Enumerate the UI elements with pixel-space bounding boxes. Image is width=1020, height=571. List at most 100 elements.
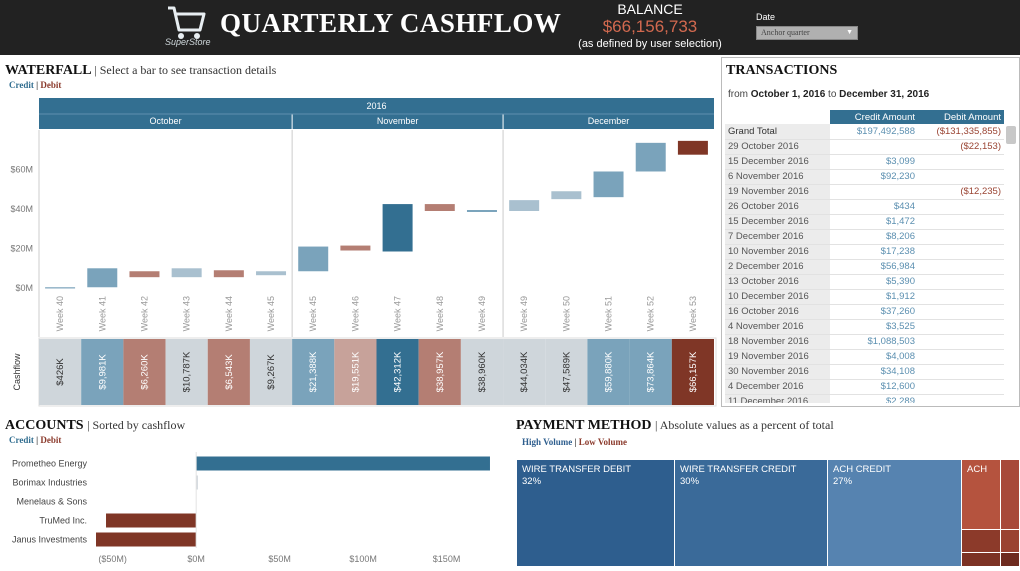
cashflow-cell[interactable] (503, 339, 546, 405)
shopping-cart-icon (168, 6, 206, 39)
cashflow-cell[interactable] (249, 339, 293, 405)
cashflow-cell[interactable] (292, 339, 335, 405)
table-row[interactable]: 15 December 2016 $1,472 (725, 214, 1004, 230)
tile-wire-transfer-credit[interactable]: WIRE TRANSFER CREDIT 30% (675, 460, 827, 566)
x-tick-label: $50M (268, 554, 291, 564)
accounts-legend: Credit | Debit (9, 435, 61, 445)
waterfall-bar[interactable] (171, 268, 202, 278)
debit-cell (918, 229, 1004, 245)
credit-cell: $1,088,503 (830, 334, 918, 350)
waterfall-bar[interactable] (382, 204, 413, 252)
waterfall-bar[interactable] (677, 140, 708, 155)
table-row[interactable]: 7 December 2016 $8,206 (725, 229, 1004, 245)
cashflow-cell[interactable] (545, 339, 588, 405)
waterfall-bar[interactable] (129, 271, 160, 278)
waterfall-chart[interactable]: 2016 October November December $0M $20M $40M $6… (0, 92, 720, 407)
table-row[interactable]: 15 December 2016 $3,099 (725, 154, 1004, 170)
balance-note: (as defined by user selection) (578, 38, 722, 50)
date-cell: 26 October 2016 (725, 199, 830, 215)
tile-small-3[interactable] (1001, 530, 1019, 552)
table-row[interactable]: 13 October 2016 $5,390 (725, 274, 1004, 290)
tile-small-2[interactable] (962, 530, 1000, 552)
cashflow-value: $44,034K (519, 351, 530, 392)
date-filter-dropdown[interactable]: Anchor quarter ▼ (756, 26, 858, 40)
date-cell: 4 November 2016 (725, 319, 830, 335)
waterfall-bar[interactable] (256, 271, 287, 276)
cashflow-cell[interactable] (207, 339, 250, 405)
cashflow-cell[interactable] (81, 339, 124, 405)
accounts-title: ACCOUNTS | Sorted by cashflow (5, 418, 185, 434)
account-bar[interactable] (106, 513, 197, 528)
legend-debit[interactable]: Debit (40, 80, 62, 90)
cashflow-cell[interactable] (165, 339, 208, 405)
table-row[interactable]: 16 October 2016 $37,260 (725, 304, 1004, 320)
grand-total-row[interactable]: Grand Total $197,492,588 ($131,335,855) (725, 124, 1004, 140)
cashflow-cell[interactable] (376, 339, 419, 405)
transactions-scrollbar[interactable] (1006, 126, 1016, 144)
x-tick-label: Week 44 (224, 296, 234, 331)
credit-cell: $56,984 (830, 259, 918, 275)
tile-ach-credit[interactable]: ACH CREDIT 27% (828, 460, 961, 566)
table-row[interactable]: 19 November 2016 $4,008 (725, 349, 1004, 365)
table-row[interactable]: 19 November 2016 ($12,235) (725, 184, 1004, 200)
accounts-chart[interactable]: Prometheo Energy Borimax Industries Menela… (0, 450, 510, 570)
accounts-legend-debit[interactable]: Debit (40, 435, 62, 445)
waterfall-bar[interactable] (466, 210, 497, 212)
account-bar[interactable] (196, 475, 198, 490)
cashflow-cell[interactable] (460, 339, 504, 405)
waterfall-bar[interactable] (45, 287, 76, 289)
tile-small-1[interactable] (1001, 460, 1019, 529)
tile-wire-transfer-debit[interactable]: WIRE TRANSFER DEBIT 32% (517, 460, 674, 566)
y-tick-label: $60M (10, 165, 33, 175)
debit-column-header[interactable]: Debit Amount (918, 110, 1004, 124)
tile-ach[interactable]: ACH (962, 460, 1000, 529)
accounts-legend-credit[interactable]: Credit (9, 435, 34, 445)
table-row[interactable]: 26 October 2016 $434 (725, 199, 1004, 215)
cashflow-value: $6,543K (224, 354, 235, 390)
waterfall-bar[interactable] (635, 142, 666, 172)
legend-high-volume[interactable]: High Volume (522, 437, 573, 447)
date-cell: 11 December 2016 (725, 394, 830, 403)
waterfall-bar[interactable] (340, 245, 371, 251)
waterfall-bar[interactable] (213, 270, 244, 278)
credit-cell: $92,230 (830, 169, 918, 185)
waterfall-bar[interactable] (551, 191, 582, 200)
waterfall-bar[interactable] (298, 246, 329, 272)
table-row[interactable]: 4 December 2016 $12,600 (725, 379, 1004, 395)
table-row[interactable]: 11 December 2016 $2,289 (725, 394, 1004, 403)
transactions-scroll-area[interactable]: Credit Amount Debit Amount Grand Total $1… (725, 110, 1004, 403)
credit-column-header[interactable]: Credit Amount (830, 110, 918, 124)
legend-low-volume[interactable]: Low Volume (578, 437, 628, 447)
cashflow-cell[interactable] (123, 339, 166, 405)
date-cell: 19 November 2016 (725, 349, 830, 365)
cashflow-cell[interactable] (39, 339, 82, 405)
waterfall-bar[interactable] (593, 171, 624, 198)
waterfall-bar[interactable] (424, 204, 455, 211)
table-row[interactable]: 6 November 2016 $92,230 (725, 169, 1004, 185)
account-bar[interactable] (196, 456, 490, 471)
table-row[interactable]: 29 October 2016 ($22,153) (725, 139, 1004, 155)
y-tick-label: $0M (15, 283, 33, 293)
tile-small-5[interactable] (1001, 553, 1019, 566)
legend-credit[interactable]: Credit (9, 80, 34, 90)
cashflow-value: $9,981K (97, 354, 108, 390)
table-row[interactable]: 4 November 2016 $3,525 (725, 319, 1004, 335)
credit-cell: $12,600 (830, 379, 918, 395)
cashflow-cell[interactable] (587, 339, 630, 405)
cashflow-cell[interactable] (334, 339, 377, 405)
transactions-table: Credit Amount Debit Amount Grand Total $1… (725, 110, 1004, 403)
cashflow-cell[interactable] (629, 339, 672, 405)
cashflow-cell[interactable] (418, 339, 461, 405)
waterfall-bar[interactable] (87, 268, 118, 288)
table-row[interactable]: 2 December 2016 $56,984 (725, 259, 1004, 275)
waterfall-bar[interactable] (509, 200, 540, 211)
debit-cell (918, 349, 1004, 365)
table-row[interactable]: 30 November 2016 $34,108 (725, 364, 1004, 380)
table-row[interactable]: 10 November 2016 $17,238 (725, 244, 1004, 260)
account-bar[interactable] (96, 532, 197, 547)
table-row[interactable]: 10 December 2016 $1,912 (725, 289, 1004, 305)
table-row[interactable]: 18 November 2016 $1,088,503 (725, 334, 1004, 350)
cashflow-cell[interactable] (671, 339, 714, 405)
tile-small-4[interactable] (962, 553, 1000, 566)
cashflow-row-label: Cashflow (12, 353, 22, 391)
